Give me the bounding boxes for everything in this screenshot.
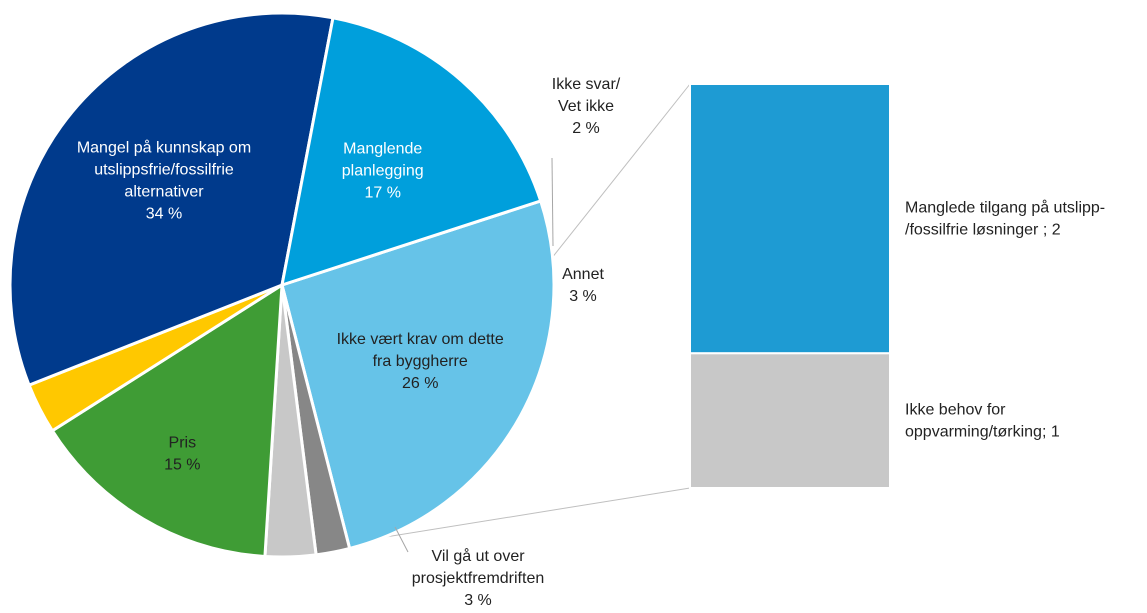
bar-label-line: Manglede tilgang på utslipp- — [905, 199, 1105, 217]
pie-label-line: planlegging — [342, 163, 424, 180]
pie-label-vil-ga-ut-over: Vil gå ut over prosjektfremdriften 3 % — [412, 547, 545, 609]
bar-label-manglede-tilgang-pa-utslipp: Manglede tilgang på utslipp- /fossilfrie … — [905, 199, 1105, 239]
pie-value-label: 15 % — [164, 457, 200, 474]
pie-label-pris: Pris 15 % — [164, 435, 200, 474]
pie-label-line: fra byggherre — [373, 353, 468, 370]
bar-labels: Manglede tilgang på utslipp- /fossilfrie … — [905, 199, 1105, 441]
pie-label-ikke-vaert-krav-om-dette: Ikke vært krav om dette fra byggherre 26 % — [337, 331, 504, 392]
bar-segment-ikke-behov-for — [689, 352, 891, 489]
pie-value-label: 2 % — [572, 120, 600, 137]
pie-label-line: Annet — [562, 266, 604, 283]
pie-label-ikke-svar: Ikke svar/Vet ikke 2 % — [552, 76, 621, 137]
bar-segment-manglede-tilgang-pa-utslipp — [689, 83, 891, 355]
pie-value-label: 26 % — [402, 375, 438, 392]
pie-label-mangel-pa-kunnskap-om: Mangel på kunnskap om utslippsfrie/fossil… — [77, 138, 251, 222]
secondary-bar — [689, 83, 891, 489]
pie-label-line: utslippsfrie/fossilfrie — [94, 161, 234, 178]
bar-label-line: oppvarming/tørking; 1 — [905, 424, 1060, 441]
pie-label-line: Vil gå ut over — [431, 547, 525, 565]
pie — [8, 11, 556, 559]
pie-label-line: Ikke vært krav om dette — [337, 331, 504, 348]
pie-label-manglende: Manglende planlegging 17 % — [342, 141, 424, 202]
pie-value-label: 3 % — [464, 592, 492, 609]
pie-value-label: 34 % — [146, 205, 182, 222]
pie-label-line: Ikke svar/ — [552, 76, 621, 93]
pie-label-line: Vet ikke — [558, 98, 614, 115]
bar-label-line: Ikke behov for — [905, 402, 1006, 419]
pie-labels: Ikke vært krav om dette fra byggherre 26 %… — [77, 76, 621, 609]
pie-slice-mangel-pa-kunnskap-om — [8, 11, 335, 387]
pie-label-line: Mangel på kunnskap om — [77, 138, 251, 156]
pie-value-label: 3 % — [569, 288, 597, 305]
pie-slice-manglende — [280, 16, 543, 287]
leader-line-vil-ga-ut-over — [394, 526, 409, 553]
leader-lines — [394, 157, 554, 553]
pie-label-annet: Annet 3 % — [562, 266, 604, 305]
pie-label-line: Pris — [169, 435, 197, 452]
leader-line-ikke-svar — [551, 157, 554, 247]
pie-label-line: alternativer — [124, 183, 204, 200]
pie-slice-ikke-vaert-krav-om-dette — [280, 199, 556, 550]
pie-label-line: Manglende — [343, 141, 422, 158]
bar-label-ikke-behov-for: Ikke behov for oppvarming/tørking; 1 — [905, 402, 1060, 441]
pie-label-line: prosjektfremdriften — [412, 570, 545, 587]
bar-label-line: /fossilfrie løsninger ; 2 — [905, 222, 1061, 239]
pie-value-label: 17 % — [364, 185, 400, 202]
pie-slice-pris — [50, 283, 284, 558]
